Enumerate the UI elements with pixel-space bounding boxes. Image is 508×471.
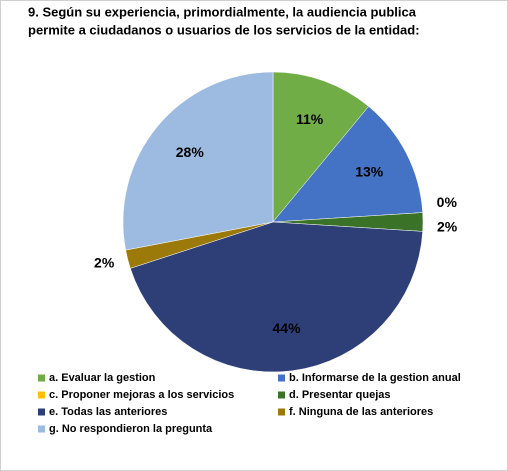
- data-label: 2%: [94, 254, 115, 270]
- legend-swatch: [278, 374, 285, 382]
- pie-slice: [130, 221, 423, 373]
- pie-slice: [272, 106, 423, 223]
- legend-label: f. Ninguna de las anteriores: [289, 406, 433, 418]
- data-label: 44%: [273, 320, 302, 336]
- pie-slice: [122, 71, 274, 251]
- data-label: 13%: [355, 164, 384, 180]
- legend-label: b. Informarse de la gestion anual: [289, 372, 461, 384]
- chart-title-line: 9. Según su experiencia, primordialmente…: [28, 4, 417, 19]
- data-label: 11%: [296, 111, 324, 127]
- legend-label: e. Todas las anteriores: [49, 406, 167, 418]
- legend-label: a. Evaluar la gestion: [49, 372, 156, 384]
- legend-label: g. No respondieron la pregunta: [49, 423, 213, 435]
- legend-swatch: [38, 425, 45, 433]
- pie-slice: [272, 71, 369, 223]
- legend-swatch: [38, 374, 45, 382]
- data-label: 28%: [176, 144, 205, 160]
- data-label: 2%: [437, 219, 458, 235]
- legend-label: d. Presentar quejas: [289, 389, 391, 401]
- data-label: 0%: [437, 194, 458, 210]
- legend-swatch: [278, 391, 285, 399]
- legend-label: c. Proponer mejoras a los servicios: [49, 389, 234, 401]
- chart-title-line: permite a ciudadanos o usuarios de los s…: [28, 22, 420, 37]
- legend-swatch: [38, 408, 45, 416]
- legend-swatch: [278, 408, 285, 416]
- legend-swatch: [38, 391, 45, 399]
